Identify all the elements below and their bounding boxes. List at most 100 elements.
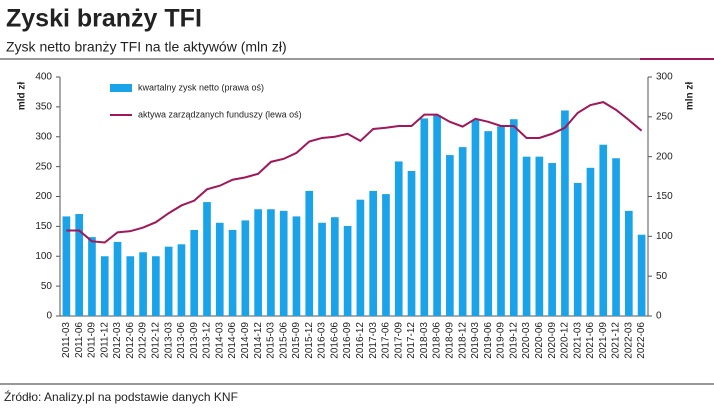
x-tick-label: 2017-03 (368, 322, 379, 359)
x-tick-label: 2014-06 (227, 322, 238, 359)
x-tick-label: 2013-06 (176, 322, 187, 359)
bar (203, 202, 211, 316)
bar (637, 234, 646, 316)
x-tick-label: 2011-09 (87, 322, 98, 358)
bar (164, 246, 173, 316)
bar (535, 156, 544, 316)
x-tick-label: 2014-03 (214, 322, 225, 359)
x-tick-label: 2014-12 (253, 322, 264, 359)
bar (241, 220, 250, 316)
y2-tick-label: 50 (656, 271, 668, 282)
bar (573, 182, 582, 316)
bar (62, 216, 71, 316)
y-tick-label: 250 (35, 161, 52, 172)
bar (407, 171, 416, 316)
bar (113, 241, 122, 316)
y-tick-label: 0 (46, 311, 52, 322)
bar (139, 252, 147, 316)
legend-label: aktywa zarządzanych funduszy (lewa oś) (138, 109, 302, 119)
y-tick-label: 300 (35, 131, 52, 142)
x-tick-label: 2021-12 (611, 322, 622, 359)
x-tick-label: 2020-03 (521, 322, 532, 359)
bar (292, 216, 301, 316)
x-tick-label: 2020-09 (547, 322, 558, 359)
bar (561, 110, 569, 317)
x-tick-label: 2012-12 (151, 322, 162, 359)
bar (305, 190, 314, 316)
x-tick-label: 2011-03 (61, 322, 72, 358)
y-tick-label: 150 (35, 221, 52, 232)
x-tick-label: 2019-12 (508, 322, 519, 359)
bar (228, 229, 237, 316)
x-tick-label: 2020-12 (560, 322, 571, 359)
bar (100, 256, 109, 316)
bar (548, 163, 556, 316)
bar (624, 210, 633, 316)
y2-tick-label: 300 (656, 72, 673, 83)
y2-tick-label: 200 (656, 151, 673, 162)
y-tick-label: 350 (35, 102, 52, 113)
bar (509, 119, 518, 317)
bar (497, 126, 505, 316)
x-tick-label: 2015-03 (266, 322, 277, 359)
bar (586, 167, 595, 316)
bar (433, 115, 441, 317)
bar (420, 118, 429, 316)
y2-tick-label: 100 (656, 231, 673, 242)
bar (75, 214, 84, 316)
x-tick-label: 2011-06 (74, 322, 85, 358)
x-tick-label: 2017-06 (381, 322, 392, 359)
bar (126, 256, 135, 316)
x-tick-label: 2016-03 (317, 322, 328, 359)
x-tick-label: 2013-09 (189, 322, 200, 359)
bar (190, 229, 199, 316)
bar (522, 156, 531, 316)
bar (471, 120, 480, 317)
bar (356, 199, 365, 316)
x-tick-label: 2019-06 (483, 322, 494, 359)
x-tick-label: 2015-06 (278, 322, 289, 359)
x-tick-label: 2015-09 (291, 322, 302, 359)
x-tick-label: 2022-03 (623, 322, 634, 359)
y-axis-label: mld zł (17, 82, 28, 111)
bar (279, 210, 288, 316)
bar (177, 244, 186, 316)
x-tick-label: 2018-09 (445, 322, 456, 359)
chart-title: Zyski branży TFI (6, 5, 202, 33)
bar (330, 217, 339, 316)
bar (446, 155, 454, 316)
chart-subtitle: Zysk netto branży TFI na tle aktywów (ml… (6, 39, 287, 55)
bar (215, 222, 224, 316)
bar (599, 144, 608, 316)
x-tick-label: 2016-09 (342, 322, 353, 359)
bar (254, 209, 262, 316)
bar (458, 147, 467, 316)
source: Źródło: Analizy.pl na podstawie danych K… (4, 389, 238, 404)
bar (318, 222, 326, 316)
x-tick-label: 2020-06 (534, 322, 545, 359)
bar (343, 225, 352, 316)
x-tick-label: 2013-03 (163, 322, 174, 359)
x-tick-label: 2016-06 (329, 322, 340, 359)
x-tick-label: 2019-03 (470, 322, 481, 359)
y2-axis-label: mln zł (685, 82, 696, 111)
x-tick-label: 2017-09 (393, 322, 404, 359)
x-tick-label: 2012-06 (125, 322, 136, 359)
x-tick-label: 2016-12 (355, 322, 366, 359)
x-tick-label: 2017-12 (406, 322, 417, 359)
line (66, 101, 643, 244)
bar (612, 158, 620, 316)
y-tick-label: 200 (35, 191, 52, 202)
x-tick-label: 2014-09 (240, 322, 251, 359)
x-tick-label: 2019-09 (496, 322, 507, 359)
y-tick-label: 100 (35, 251, 52, 262)
legend-label: kwartalny zysk netto (prawa oś) (138, 82, 264, 92)
x-tick-label: 2021-09 (598, 322, 609, 359)
x-tick-label: 2018-12 (457, 322, 468, 359)
x-tick-label: 2021-03 (572, 322, 583, 359)
y-tick-label: 50 (41, 281, 53, 292)
legend-swatch (110, 84, 132, 92)
bar (267, 209, 275, 316)
x-tick-label: 2018-03 (419, 322, 430, 359)
x-tick-label: 2011-12 (99, 322, 110, 358)
